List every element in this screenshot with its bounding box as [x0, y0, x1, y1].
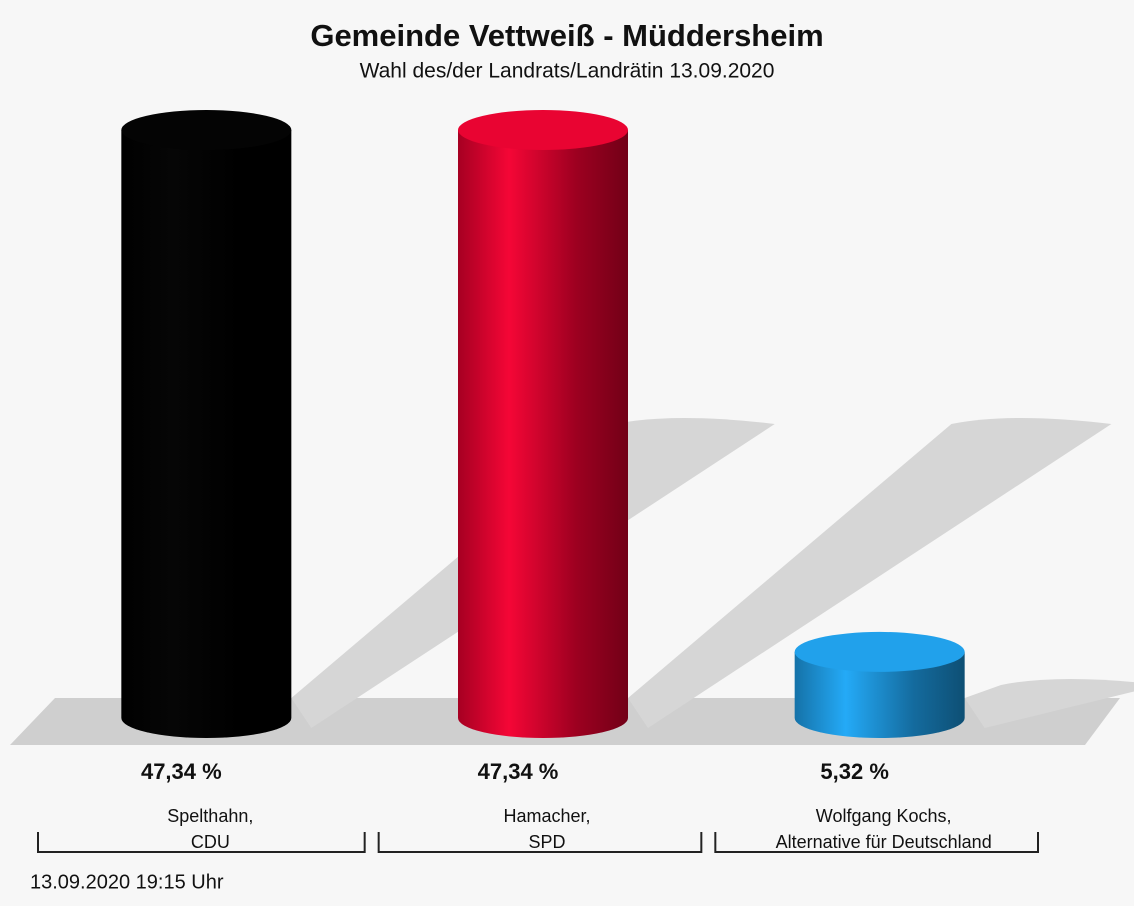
bar — [121, 110, 292, 738]
bar-top — [794, 631, 965, 672]
bar-body — [121, 130, 292, 738]
x-tick-label: Spelthahn, — [167, 806, 253, 826]
category-bracket — [377, 832, 703, 853]
bar — [794, 631, 965, 738]
x-tick-label: Alternative für Deutschland — [776, 832, 992, 852]
value-label: 5,32 % — [820, 759, 889, 784]
category-bracket — [714, 832, 1039, 853]
category-bracket — [37, 832, 366, 853]
bar-shadow — [628, 418, 1112, 728]
x-tick-label: SPD — [528, 832, 565, 852]
value-label: 47,34 % — [478, 759, 559, 784]
x-tick-label: CDU — [191, 832, 230, 852]
bar-shadow — [964, 678, 1134, 728]
bar-top — [121, 110, 292, 150]
chart-subtitle: Wahl des/der Landrats/Landrätin 13.09.20… — [360, 60, 775, 83]
footer: 13.09.2020 19:15 Uhr — [30, 871, 224, 893]
bar-top — [458, 110, 628, 150]
bar-body — [458, 130, 628, 738]
chart-title: Gemeinde Vettweiß - Müddersheim — [310, 18, 823, 53]
bar-body — [794, 651, 965, 738]
x-tick-label: Wolfgang Kochs, — [816, 806, 952, 826]
value-label: 47,34 % — [141, 759, 222, 784]
x-tick-label: Hamacher, — [503, 806, 590, 826]
bar — [458, 110, 628, 738]
